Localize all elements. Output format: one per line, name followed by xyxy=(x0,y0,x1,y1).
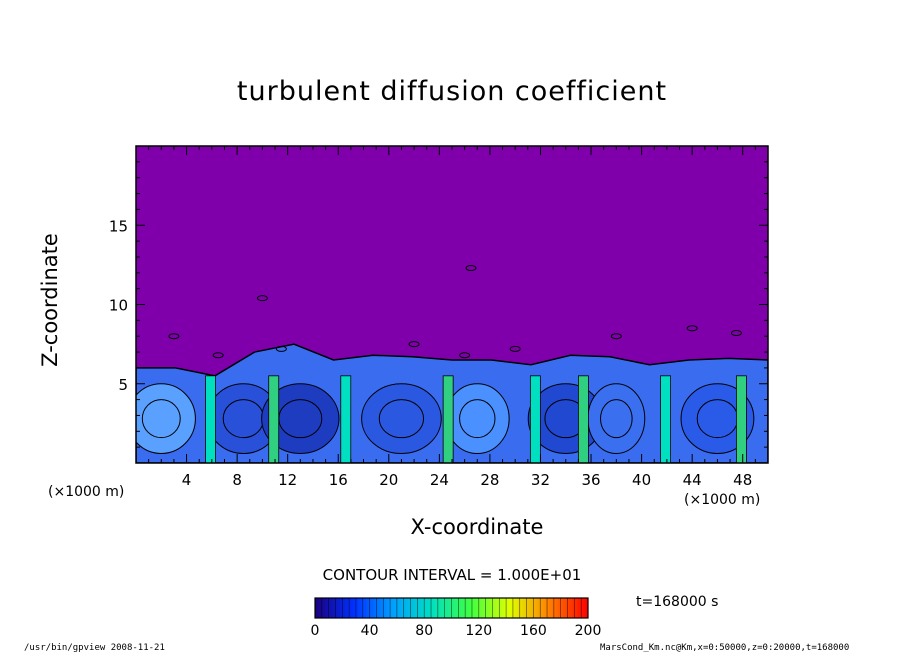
plume-column xyxy=(205,375,216,463)
contour-blob xyxy=(459,352,471,359)
x-tick-label: 40 xyxy=(632,471,651,489)
turbulent-cell xyxy=(261,383,340,454)
x-tick-label: 24 xyxy=(430,471,449,489)
turbulent-cell xyxy=(587,383,646,454)
x-tick-label: 44 xyxy=(683,471,702,489)
y-tick-label: 15 xyxy=(109,217,128,235)
turbulent-cell xyxy=(444,383,510,454)
x-tick-label: 4 xyxy=(182,471,192,489)
plume-column xyxy=(340,375,352,463)
contour-blob xyxy=(256,295,268,302)
contour-blob xyxy=(168,333,180,340)
chart-title: turbulent diffusion coefficient xyxy=(236,76,668,107)
colorbar-tick-label: 40 xyxy=(361,623,379,639)
colorbar: 0 40 80 120 160 200 xyxy=(311,597,602,639)
x-tick-label: 48 xyxy=(733,471,752,489)
cell-contour xyxy=(378,399,425,439)
x-tick-label: 36 xyxy=(581,471,600,489)
x-axis-label: X-coordinate xyxy=(410,515,544,539)
plume-column xyxy=(660,375,671,463)
colorbar-tick-label: 200 xyxy=(575,623,602,639)
contour-blob xyxy=(730,330,742,337)
cell-contour xyxy=(141,399,181,439)
colorbar-tick-label: 0 xyxy=(311,623,320,639)
contour-blob xyxy=(275,345,287,352)
x-unit-right: (×1000 m) xyxy=(684,492,761,508)
contour-blob xyxy=(509,345,521,352)
plume-column xyxy=(529,375,541,463)
x-tick-label: 8 xyxy=(232,471,242,489)
cell-contour xyxy=(459,399,496,439)
contour-blob xyxy=(465,265,477,272)
plume-column xyxy=(442,375,454,463)
turbulent-cell xyxy=(361,383,442,454)
plume-column xyxy=(268,375,280,463)
x-tick-label: 12 xyxy=(278,471,297,489)
colorbar-tick-label: 120 xyxy=(465,623,492,639)
boundary-layer xyxy=(136,265,768,463)
colorbar-tick-label: 160 xyxy=(520,623,547,639)
x-unit-left: (×1000 m) xyxy=(48,484,125,500)
turbulent-cell xyxy=(680,383,755,454)
y-tick-label: 10 xyxy=(109,297,128,315)
x-tick-label: 28 xyxy=(480,471,499,489)
plot-area xyxy=(136,146,768,463)
plume-column xyxy=(578,375,589,463)
y-tick-label: 5 xyxy=(118,376,128,394)
turbulent-cell xyxy=(136,383,196,454)
contour-blob xyxy=(212,352,224,359)
footer-left: /usr/bin/gpview 2008-11-21 xyxy=(24,643,165,653)
contour-blob xyxy=(408,341,420,348)
plume-column xyxy=(736,375,747,463)
x-tick-label: 16 xyxy=(329,471,348,489)
footer-right: MarsCond_Km.nc@Km,x=0:50000,z=0:20000,t=… xyxy=(600,643,850,653)
x-tick-label: 32 xyxy=(531,471,550,489)
cell-contour xyxy=(600,399,633,439)
contour-blob xyxy=(610,333,622,340)
contour-blob xyxy=(686,325,698,332)
time-label: t=168000 s xyxy=(636,594,719,610)
colorbar-tick-label: 80 xyxy=(415,623,433,639)
x-tick-label: 20 xyxy=(379,471,398,489)
contour-interval: CONTOUR INTERVAL = 1.000E+01 xyxy=(322,566,582,584)
